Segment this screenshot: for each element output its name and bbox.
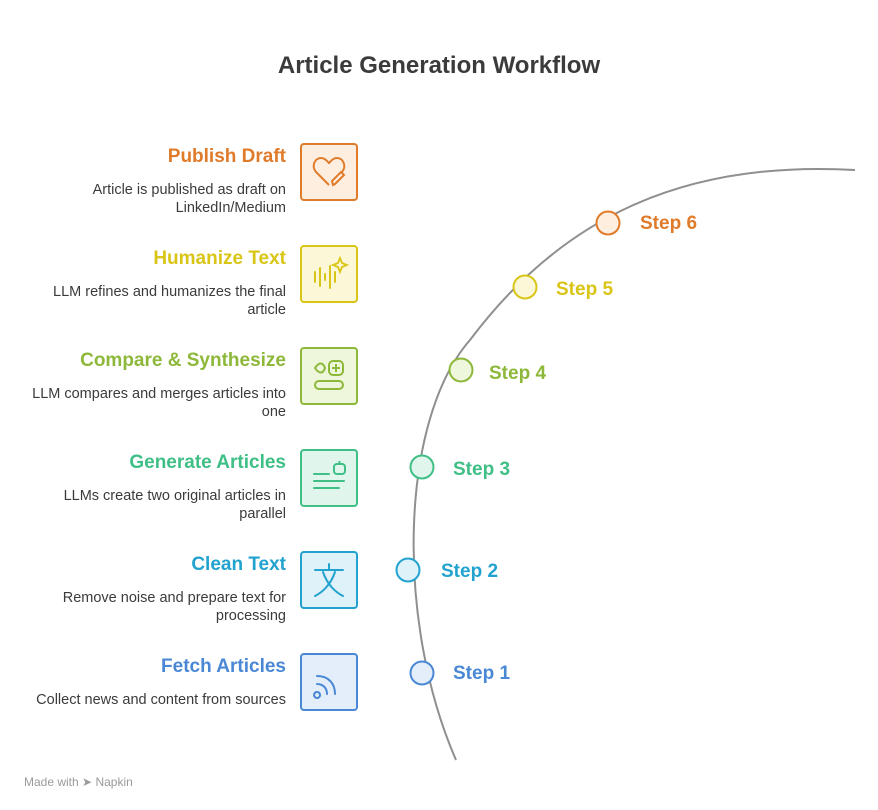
step1-label: Step 1 [453, 663, 511, 684]
step3-label: Step 3 [453, 459, 511, 480]
step5-title: Humanize Text [153, 248, 286, 269]
step6-desc: Article is published as draft on LinkedI… [92, 182, 286, 216]
step1-icon-box [300, 653, 358, 711]
step6-title: Publish Draft [167, 146, 286, 167]
step4-icon-box [300, 347, 358, 405]
step5-label: Step 5 [556, 279, 614, 300]
step4-desc: LLM compares and merges articles into on… [32, 386, 286, 420]
step3-desc: LLMs create two original articles in par… [63, 488, 286, 522]
step5-icon-box [300, 245, 358, 303]
step2-title: Clean Text [191, 554, 286, 575]
step2-icon-box [300, 551, 358, 609]
step6-label: Step 6 [640, 213, 698, 234]
step4-marker [448, 357, 474, 383]
napkin-logo-icon: ➤ [82, 775, 93, 789]
step1-title: Fetch Articles [161, 656, 286, 677]
step5-desc: LLM refines and humanizes the final arti… [53, 284, 286, 318]
step3-title: Generate Articles [129, 452, 286, 473]
step1-marker [409, 660, 435, 686]
merge-icon [313, 360, 344, 390]
step6-marker [595, 210, 621, 236]
step2-label: Step 2 [441, 561, 499, 582]
rss-icon [313, 675, 336, 699]
step3-marker [409, 454, 435, 480]
step2-desc: Remove noise and prepare text for proces… [62, 590, 286, 624]
step2-marker [395, 557, 421, 583]
heart-pencil-icon [312, 156, 346, 187]
footer-brand: Napkin [95, 775, 133, 789]
diagram-title: Article Generation Workflow [277, 52, 601, 79]
sparkle-audio-icon [314, 255, 349, 289]
step4-title: Compare & Synthesize [80, 350, 286, 371]
step3-icon-box [300, 449, 358, 507]
step1-desc: Collect news and content from sources [36, 692, 286, 708]
step6-icon-box [300, 143, 358, 201]
translate-icon [314, 563, 344, 597]
napkin-footer: Made with ➤ Napkin [24, 775, 133, 789]
step4-label: Step 4 [489, 363, 547, 384]
footer-prefix: Made with [24, 775, 79, 789]
robot-text-icon [313, 461, 346, 489]
step5-marker [512, 274, 538, 300]
